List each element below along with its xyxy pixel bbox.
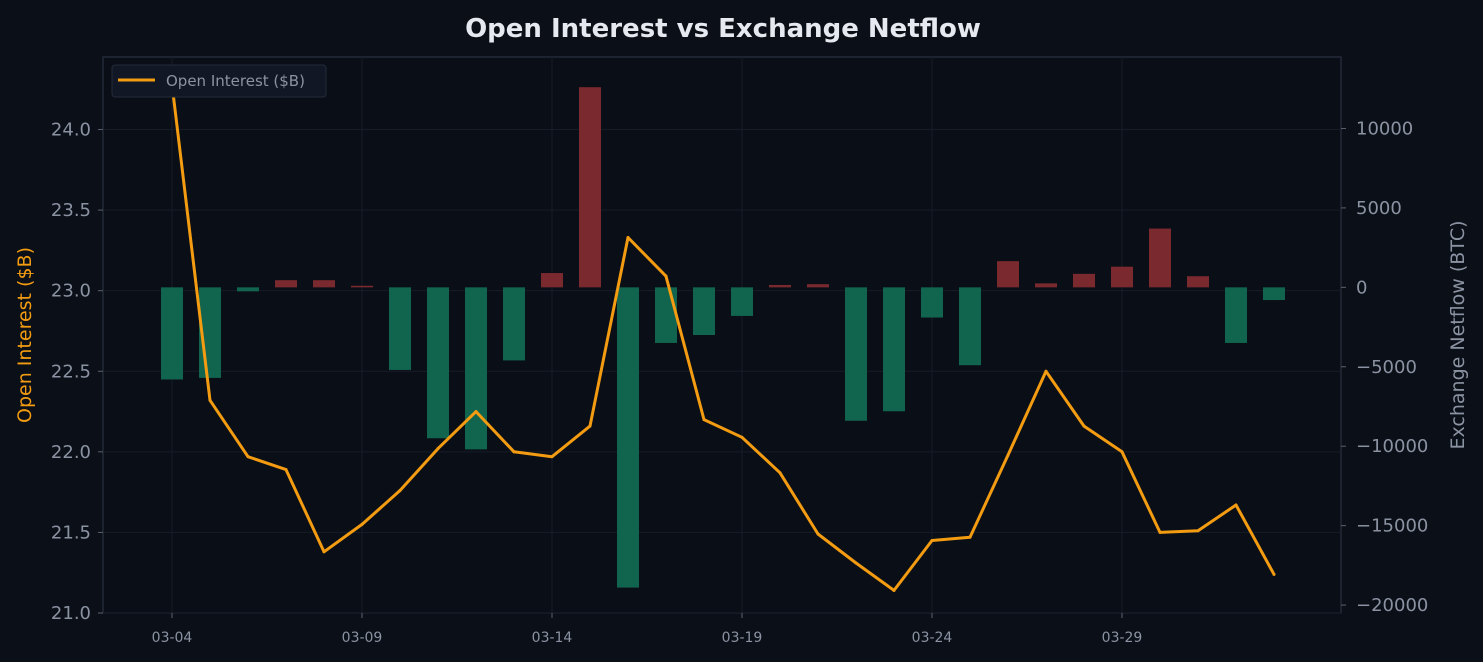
netflow-bar-03-04 (161, 287, 183, 380)
netflow-bar-03-23 (883, 287, 905, 412)
netflow-bar-03-08 (313, 280, 335, 288)
right-tick-label: 5000 (1356, 198, 1402, 219)
open-interest-point-03-28 (1082, 424, 1086, 428)
left-tick-label: 23.0 (51, 281, 91, 302)
right-tick-label: −20000 (1356, 595, 1428, 616)
netflow-bar-03-15 (579, 87, 601, 288)
open-interest-point-04-01 (1234, 503, 1238, 507)
grid-lines (103, 57, 1341, 614)
open-interest-point-03-15 (588, 424, 592, 428)
netflow-bar-03-21 (807, 284, 829, 288)
netflow-bar-03-26 (997, 261, 1019, 288)
netflow-bar-03-20 (769, 284, 791, 288)
x-tick-label: 03-09 (342, 630, 383, 646)
netflow-bar-03-19 (731, 287, 753, 316)
x-tick-label: 03-29 (1102, 630, 1143, 646)
netflow-bar-03-27 (1035, 283, 1057, 288)
netflow-bar-04-01 (1225, 287, 1247, 343)
open-interest-point-03-05 (208, 398, 212, 402)
open-interest-point-03-21 (816, 532, 820, 536)
open-interest-point-03-14 (550, 455, 554, 459)
open-interest-point-03-29 (1120, 450, 1124, 454)
netflow-bar-03-30 (1149, 228, 1171, 288)
left-tick-label: 22.0 (51, 442, 91, 463)
open-interest-line-layer (170, 82, 1276, 592)
open-interest-point-03-19 (740, 435, 744, 439)
open-interest-point-03-31 (1196, 529, 1200, 533)
open-interest-point-04-02 (1272, 572, 1276, 576)
x-tick-label: 03-14 (532, 630, 573, 646)
netflow-bar-03-10 (389, 287, 411, 370)
open-interest-point-03-18 (702, 418, 706, 422)
netflow-bar-03-12 (465, 287, 487, 450)
left-tick-label: 23.5 (51, 200, 91, 221)
x-tick-label: 03-24 (912, 630, 953, 646)
open-interest-point-03-12 (474, 410, 478, 414)
netflow-bar-04-02 (1263, 287, 1285, 301)
netflow-bar-03-18 (693, 287, 715, 335)
open-interest-point-03-20 (778, 471, 782, 475)
open-interest-point-03-25 (968, 535, 972, 539)
open-interest-point-03-27 (1044, 369, 1048, 373)
right-tick-label: −15000 (1356, 516, 1428, 537)
open-interest-point-03-13 (512, 450, 516, 454)
netflow-bar-03-29 (1111, 266, 1133, 288)
open-interest-point-03-08 (322, 550, 326, 554)
netflow-bar-03-28 (1073, 273, 1095, 288)
left-axis-ticks: 21.0 21.5 22.0 22.5 23.0 23.5 24.0 (51, 120, 103, 624)
right-axis-ticks: −20000 −15000 −10000 −5000 0 5000 10000 (1341, 118, 1428, 616)
open-interest-point-03-23 (892, 588, 896, 592)
netflow-bar-03-22 (845, 287, 867, 421)
open-interest-point-03-11 (436, 447, 440, 451)
x-tick-label: 03-19 (722, 630, 763, 646)
netflow-bar-03-09 (351, 285, 373, 288)
x-tick-label: 03-04 (152, 630, 193, 646)
netflow-bars (161, 87, 1285, 588)
x-axis-ticks: 03-04 03-09 03-14 03-19 03-24 03-29 (152, 613, 1143, 646)
netflow-bar-03-24 (921, 287, 943, 318)
left-tick-label: 24.0 (51, 120, 91, 141)
netflow-bar-03-07 (275, 280, 297, 288)
right-tick-label: 10000 (1356, 118, 1413, 139)
right-tick-label: 0 (1356, 277, 1367, 298)
netflow-bar-03-14 (541, 273, 563, 288)
netflow-bar-03-25 (959, 287, 981, 366)
open-interest-line (170, 82, 1276, 592)
right-axis-label: Exchange Netflow (BTC) (1447, 220, 1469, 449)
left-tick-label: 21.0 (51, 603, 91, 624)
left-axis-label: Open Interest ($B) (14, 247, 36, 423)
right-tick-label: −5000 (1356, 357, 1417, 378)
open-interest-point-03-07 (284, 468, 288, 472)
netflow-bar-03-31 (1187, 276, 1209, 288)
open-interest-point-03-30 (1158, 530, 1162, 534)
open-interest-point-03-06 (246, 455, 250, 459)
netflow-bar-03-17 (655, 287, 677, 343)
open-interest-point-03-10 (398, 489, 402, 493)
left-tick-label: 21.5 (51, 522, 91, 543)
open-interest-point-03-24 (930, 538, 934, 542)
open-interest-point-03-22 (854, 561, 858, 565)
netflow-bar-03-11 (427, 287, 449, 439)
open-interest-point-03-26 (1006, 453, 1010, 457)
legend: Open Interest ($B) (111, 64, 327, 98)
left-tick-label: 22.5 (51, 361, 91, 382)
legend-label-open-interest: Open Interest ($B) (166, 72, 305, 90)
netflow-bar-03-13 (503, 287, 525, 361)
netflow-bar-03-06 (237, 287, 259, 292)
plot-area (102, 56, 1342, 614)
open-interest-point-03-16 (626, 235, 630, 239)
open-interest-point-03-17 (664, 274, 668, 278)
legend-box (111, 64, 327, 98)
open-interest-point-03-09 (360, 522, 364, 526)
netflow-bar-03-16 (617, 287, 639, 588)
chart-title: Open Interest vs Exchange Netflow (465, 14, 981, 44)
right-tick-label: −10000 (1356, 436, 1428, 457)
